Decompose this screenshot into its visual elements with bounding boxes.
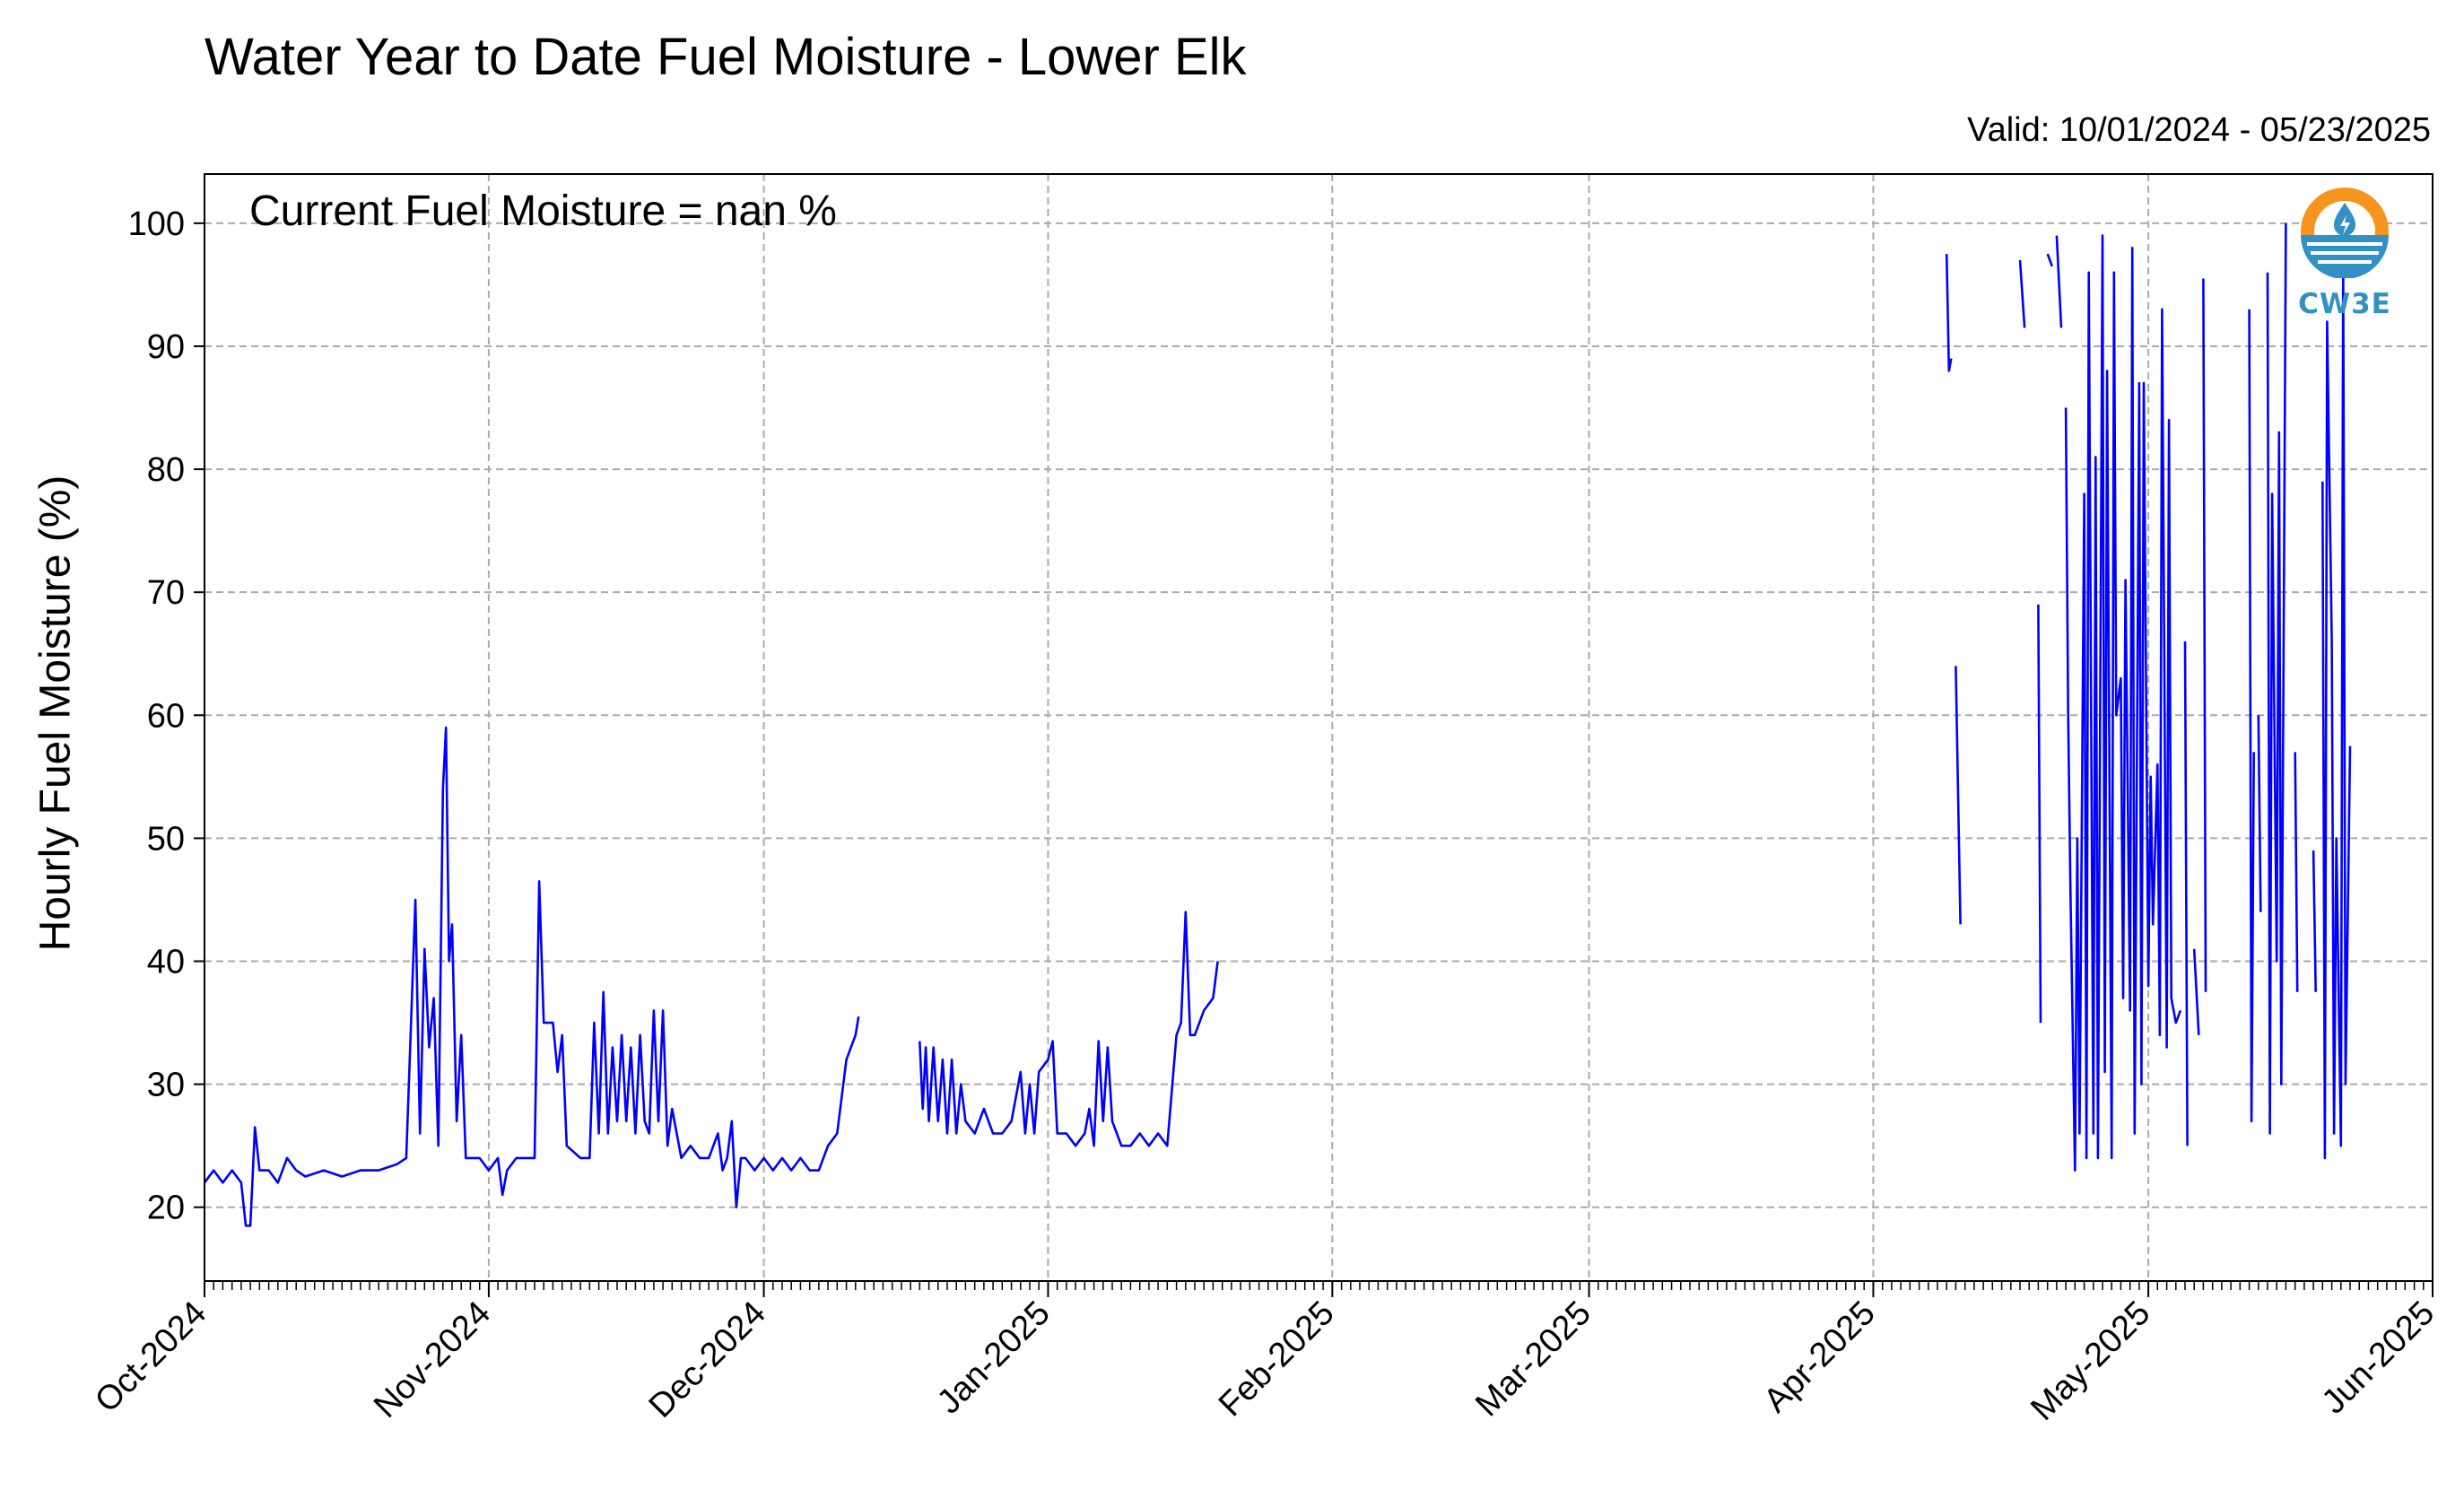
- series-line-segment: [2266, 222, 2287, 1135]
- chart-title: Water Year to Date Fuel Moisture - Lower…: [205, 28, 1247, 86]
- series-line-segment: [2248, 309, 2255, 1123]
- series-line-segment: [2321, 258, 2352, 1160]
- series-line-segment: [2257, 715, 2262, 912]
- x-minor-tick-marks: [204, 1281, 2434, 1290]
- series-line-segment: [2183, 641, 2189, 1146]
- x-tick-label: Oct-2024: [88, 1294, 213, 1420]
- series-line-segment: [2037, 604, 2042, 1024]
- logo-text: CW3E: [2298, 288, 2391, 320]
- current-fuel-moisture-annotation: Current Fuel Moisture = nan %: [249, 187, 837, 235]
- y-axis-label: Hourly Fuel Moisture (%): [31, 475, 80, 952]
- y-tick-label: 20: [147, 1190, 185, 1227]
- series-line-segment: [2294, 752, 2299, 992]
- plot-frame: [204, 173, 2434, 1282]
- grid: [205, 174, 2433, 1281]
- y-tick-label: 30: [147, 1067, 185, 1104]
- x-tick-label: Nov-2024: [367, 1294, 498, 1425]
- y-tick-label: 90: [147, 328, 185, 366]
- series-fuel-moisture: [203, 222, 2352, 1227]
- x-tick-label: Jan-2025: [930, 1294, 1058, 1422]
- series-line-segment: [1945, 254, 1953, 372]
- valid-date-range: Valid: 10/01/2024 - 05/23/2025: [1967, 111, 2431, 149]
- x-tick-label: Mar-2025: [1468, 1294, 1598, 1425]
- series-line-segment: [203, 726, 860, 1227]
- y-tick-label: 100: [128, 205, 185, 243]
- series-line-segment: [2312, 850, 2317, 992]
- x-tick-label: Feb-2025: [1212, 1294, 1342, 1425]
- series-line-segment: [2046, 253, 2054, 267]
- series-line-segment: [2055, 235, 2063, 328]
- y-tick-label: 80: [147, 451, 185, 489]
- y-tick-label: 60: [147, 697, 185, 735]
- x-tick-label: Dec-2024: [642, 1294, 773, 1425]
- cw3e-logo: CW3E: [2298, 185, 2391, 320]
- series-line-segment: [2202, 278, 2207, 992]
- series-line-segment: [919, 911, 1219, 1147]
- series-line-segment: [2018, 259, 2026, 328]
- series-line-segment: [1955, 666, 1962, 925]
- y-tick-label: 40: [147, 944, 185, 981]
- x-minor-ticks: [204, 1281, 2434, 1290]
- x-tick-label: May-2025: [2024, 1294, 2157, 1428]
- x-tick-label: Jun-2025: [2315, 1294, 2442, 1422]
- y-tick-label: 50: [147, 820, 185, 858]
- y-tick-label: 70: [147, 574, 185, 612]
- cw3e-logo-icon: [2301, 187, 2389, 279]
- series-line-segment: [2064, 234, 2182, 1172]
- series-line-segment: [2192, 948, 2200, 1035]
- x-tick-label: Apr-2025: [1757, 1294, 1883, 1420]
